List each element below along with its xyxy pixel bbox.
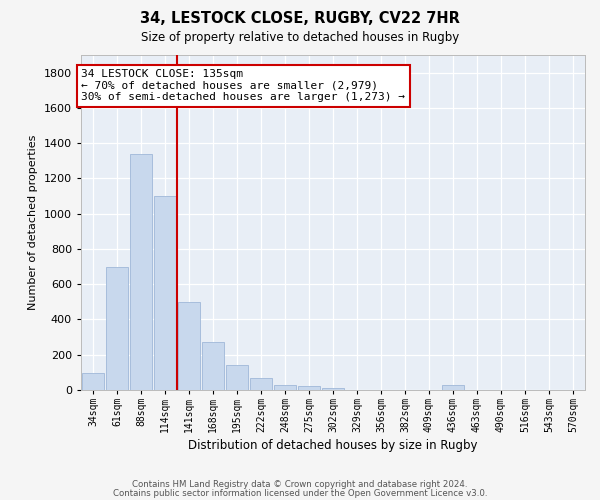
Text: Contains HM Land Registry data © Crown copyright and database right 2024.: Contains HM Land Registry data © Crown c…: [132, 480, 468, 489]
Text: Size of property relative to detached houses in Rugby: Size of property relative to detached ho…: [141, 31, 459, 44]
Bar: [106, 266, 128, 390]
Bar: [154, 196, 176, 390]
Bar: [130, 154, 152, 390]
Y-axis label: Number of detached properties: Number of detached properties: [28, 135, 38, 310]
Bar: [442, 384, 464, 390]
Bar: [274, 384, 296, 390]
Bar: [298, 386, 320, 390]
Bar: [250, 378, 272, 390]
X-axis label: Distribution of detached houses by size in Rugby: Distribution of detached houses by size …: [188, 439, 478, 452]
Bar: [202, 342, 224, 390]
Text: 34, LESTOCK CLOSE, RUGBY, CV22 7HR: 34, LESTOCK CLOSE, RUGBY, CV22 7HR: [140, 11, 460, 26]
Bar: [226, 366, 248, 390]
Bar: [322, 388, 344, 390]
Bar: [82, 373, 104, 390]
Bar: [178, 302, 200, 390]
Text: Contains public sector information licensed under the Open Government Licence v3: Contains public sector information licen…: [113, 490, 487, 498]
Text: 34 LESTOCK CLOSE: 135sqm
← 70% of detached houses are smaller (2,979)
30% of sem: 34 LESTOCK CLOSE: 135sqm ← 70% of detach…: [82, 69, 406, 102]
